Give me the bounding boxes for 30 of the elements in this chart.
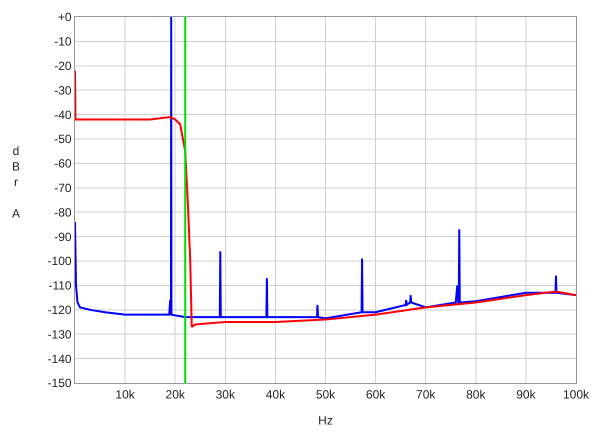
x-tick-label: 30k bbox=[216, 387, 236, 402]
y-tick-label: -10 bbox=[54, 34, 72, 49]
x-tick-label: 80k bbox=[466, 387, 486, 402]
x-tick-label: 60k bbox=[366, 387, 386, 402]
y-tick-label: -80 bbox=[54, 205, 72, 220]
y-tick-label: -30 bbox=[54, 83, 72, 98]
x-tick-label: 90k bbox=[516, 387, 537, 402]
y-tick-label: -40 bbox=[54, 108, 72, 122]
line-series bbox=[75, 70, 576, 328]
x-axis-title: Hz bbox=[318, 413, 333, 428]
y-tick-label: +0 bbox=[58, 10, 72, 24]
x-tick-label: 40k bbox=[266, 387, 286, 402]
y-tick-label: -70 bbox=[54, 181, 72, 195]
y-tick-label: -140 bbox=[48, 352, 72, 366]
y-tick-label: -90 bbox=[54, 230, 72, 244]
y-tick-label: -130 bbox=[48, 327, 72, 342]
x-tick-label: 70k bbox=[416, 387, 436, 402]
x-tick-label: 50k bbox=[316, 387, 336, 402]
y-tick-label: -120 bbox=[48, 303, 72, 317]
y-tick-label: -110 bbox=[48, 278, 72, 293]
text: dBr A bbox=[12, 144, 20, 220]
y-tick-label: -100 bbox=[48, 254, 72, 268]
x-tick-label: 100k bbox=[562, 387, 590, 402]
x-tick-label: 20k bbox=[166, 387, 186, 402]
y-tick-label: -60 bbox=[54, 156, 72, 171]
y-tick-label: -20 bbox=[54, 59, 72, 73]
x-tick-label: 10k bbox=[115, 387, 136, 402]
y-tick-label: -150 bbox=[48, 376, 72, 390]
line-series bbox=[75, 17, 576, 320]
y-tick-label: -50 bbox=[54, 132, 72, 146]
